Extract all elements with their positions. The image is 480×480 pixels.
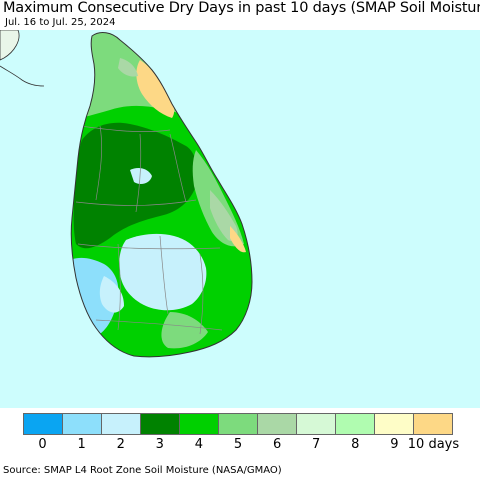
- color-legend: [23, 413, 453, 435]
- legend-tick-label: 4: [194, 437, 204, 452]
- legend-tick-label: 6: [272, 437, 282, 452]
- region-south-light: [161, 312, 208, 349]
- legend-swatch-6-7: [258, 414, 297, 434]
- legend-tick-label: 0: [38, 437, 47, 452]
- legend-tick-label: 7: [312, 437, 321, 452]
- legend-tick-label: 1: [77, 437, 86, 452]
- district-borders: [75, 125, 223, 335]
- source-credit: Source: SMAP L4 Root Zone Soil Moisture …: [3, 465, 282, 476]
- region-north-central: [73, 122, 198, 249]
- map-panel: [0, 30, 480, 408]
- legend-tick-label: 5: [233, 437, 243, 452]
- date-range-subtitle: Jul. 16 to Jul. 25, 2024: [5, 17, 116, 28]
- legend-swatch-9-10: [375, 414, 414, 434]
- legend-tick-label: 8: [351, 437, 360, 452]
- sri-lanka-map: [0, 30, 480, 408]
- region-west-pale-patch: [99, 276, 124, 313]
- map-title: Maximum Consecutive Dry Days in past 10 …: [3, 0, 480, 16]
- legend-swatch-2-3: [102, 414, 141, 434]
- legend-swatch-4-5: [180, 414, 219, 434]
- legend-tick-label: 9: [390, 437, 399, 452]
- legend-ticks: 0 1 2 3 4 5 6 7 8 9 10 days: [0, 437, 480, 457]
- legend-swatch-7-8: [297, 414, 336, 434]
- legend-swatch-3-4: [141, 414, 180, 434]
- legend-swatch-5-6: [219, 414, 258, 434]
- legend-swatch-10: [414, 414, 452, 434]
- region-central-pale-patch: [130, 168, 152, 184]
- palk-strait-coast: [0, 65, 45, 87]
- region-north-east-coast: [136, 60, 175, 118]
- legend-swatch-0-1: [24, 414, 63, 434]
- region-south-west: [71, 257, 119, 334]
- region-north-patch: [118, 58, 138, 77]
- legend-swatch-8-9: [336, 414, 375, 434]
- legend-tick-label: 10 days: [407, 437, 460, 452]
- region-east-yellow-patch: [230, 226, 246, 253]
- legend-tick-label: 3: [155, 437, 164, 452]
- india-coastline: [0, 30, 20, 61]
- legend-tick-label: 2: [116, 437, 125, 452]
- legend-swatch-1-2: [63, 414, 102, 434]
